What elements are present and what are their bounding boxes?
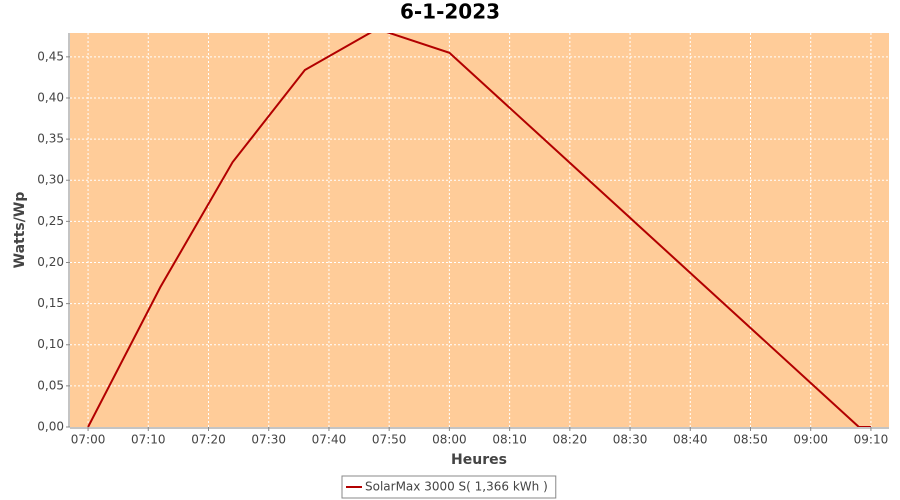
x-tick-label: 07:20 [191,433,226,447]
y-tick-label: 0,35 [37,132,64,146]
y-tick-label: 0,40 [37,90,64,104]
y-tick-label: 0,10 [37,337,64,351]
x-tick-label: 08:30 [613,433,648,447]
y-tick-label: 0,30 [37,173,64,187]
x-tick-label: 09:10 [854,433,889,447]
series-line [87,33,871,427]
x-tick-label: 08:50 [733,433,768,447]
y-tick-label: 0,05 [37,378,64,392]
legend-label: SolarMax 3000 S( 1,366 kWh ) [365,480,548,494]
y-tick-label: 0,45 [37,49,64,63]
y-axis-label: Watts/Wp [12,192,28,269]
x-axis-label: Heures [451,452,507,468]
chart-title: 6-1-2023 [400,0,500,24]
x-tick-label: 07:10 [131,433,166,447]
x-tick-label: 08:10 [492,433,527,447]
y-tick-label: 0,25 [37,214,64,228]
x-tick-label: 09:00 [793,433,828,447]
y-tick-label: 0,15 [37,296,64,310]
plot-area [70,33,889,427]
x-tick-label: 07:40 [312,433,347,447]
x-tick-label: 07:00 [71,433,106,447]
x-tick-label: 07:30 [251,433,286,447]
plot-lines [87,33,871,427]
x-tick-label: 07:50 [372,433,407,447]
x-tick-label: 08:00 [432,433,467,447]
y-tick-label: 0,20 [37,255,64,269]
legend-box [341,475,557,499]
x-tick-label: 08:40 [673,433,708,447]
x-tick-label: 08:20 [553,433,588,447]
y-tick-label: 0,00 [37,420,64,434]
